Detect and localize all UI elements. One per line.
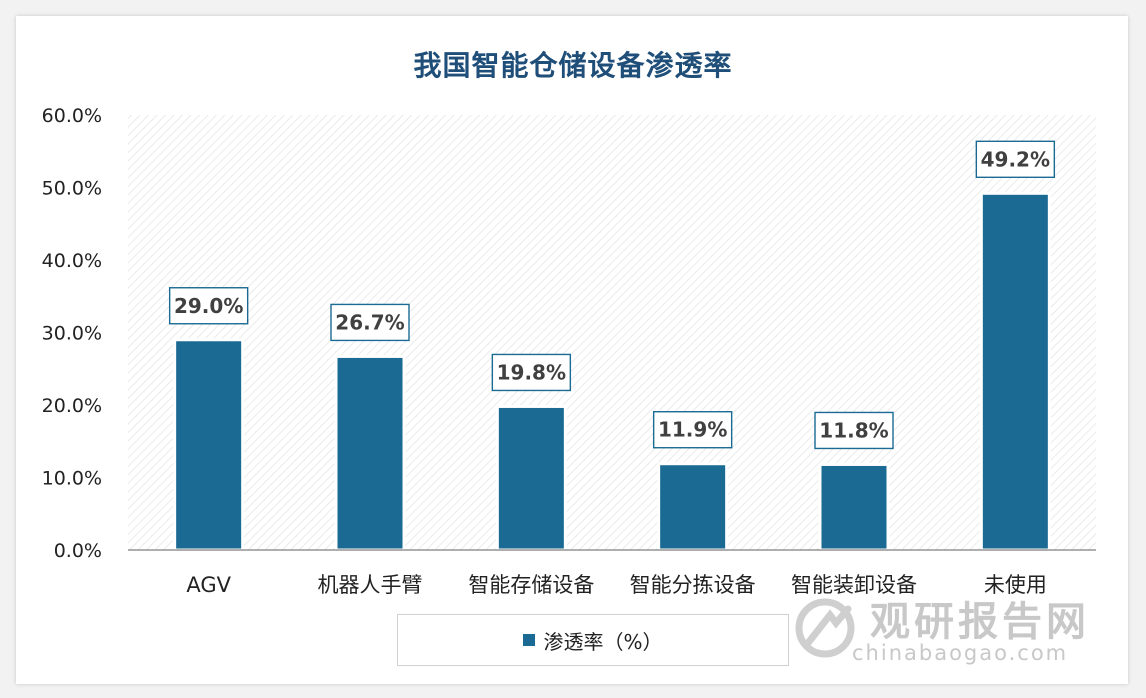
x-tick-label: AGV — [186, 573, 231, 597]
plot-area — [128, 115, 1096, 550]
data-label: 26.7% — [335, 310, 404, 334]
data-label-box — [168, 287, 249, 325]
data-label: 19.8% — [497, 360, 566, 384]
y-tick-label: 0.0% — [54, 540, 102, 562]
data-label: 11.9% — [658, 418, 727, 442]
y-tick-label: 40.0% — [42, 250, 102, 272]
bar — [334, 354, 406, 552]
x-tick-label: 智能存储设备 — [468, 573, 594, 597]
bar — [495, 404, 567, 552]
x-tick-label: 未使用 — [984, 573, 1047, 597]
data-label-box — [975, 140, 1056, 179]
y-tick-label: 30.0% — [42, 323, 102, 345]
legend-label: 渗透率（%） — [543, 629, 663, 654]
x-tick-label: 智能分拣设备 — [630, 573, 756, 597]
data-label-box — [330, 303, 410, 342]
x-tick-label: 机器人手臂 — [318, 573, 423, 597]
x-tick-label: 智能装卸设备 — [791, 573, 917, 597]
data-label: 49.2% — [981, 147, 1050, 171]
data-label: 11.8% — [819, 418, 888, 442]
legend-swatch — [523, 634, 536, 646]
bar — [657, 462, 729, 552]
y-tick-label: 60.0% — [42, 105, 102, 127]
legend: 渗透率（%） — [397, 614, 789, 666]
data-label-box — [814, 411, 894, 450]
data-label-box — [652, 411, 733, 449]
bar — [173, 338, 245, 552]
chart-title: 我国智能仓储设备渗透率 — [413, 49, 733, 82]
data-label: 29.0% — [174, 294, 243, 318]
bar — [818, 462, 890, 552]
y-tick-label: 20.0% — [42, 395, 102, 417]
y-tick-label: 50.0% — [42, 178, 102, 200]
data-label-box — [491, 353, 572, 392]
bar — [979, 191, 1051, 552]
y-tick-label: 10.0% — [42, 468, 102, 490]
